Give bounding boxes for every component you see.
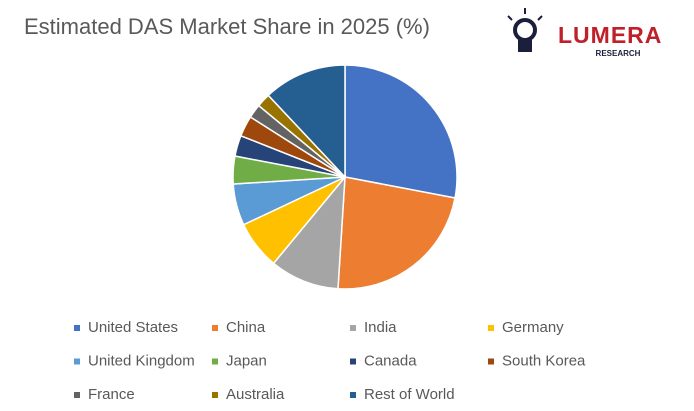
logo-icon bbox=[507, 15, 513, 21]
pie-slice bbox=[337, 176, 456, 290]
legend-label: South Korea bbox=[502, 352, 586, 369]
legend-swatch bbox=[212, 358, 218, 365]
legend-swatch bbox=[488, 358, 494, 365]
legend-label: United Kingdom bbox=[88, 352, 195, 369]
logo-icon bbox=[518, 40, 532, 52]
legend-swatch bbox=[74, 325, 80, 331]
legend-label: Germany bbox=[502, 319, 564, 336]
legend-swatch bbox=[350, 325, 356, 331]
legend-swatch bbox=[212, 392, 218, 398]
legend-swatch bbox=[488, 325, 494, 331]
legend-label: Japan bbox=[226, 352, 267, 369]
legend-label: India bbox=[364, 319, 397, 336]
legend-label: Rest of World bbox=[364, 386, 455, 403]
legend-label: United States bbox=[88, 319, 178, 336]
legend-label: France bbox=[88, 386, 135, 403]
legend-swatch bbox=[74, 358, 80, 365]
legend-swatch bbox=[350, 392, 356, 398]
legend-swatch bbox=[350, 358, 356, 365]
legend-swatch bbox=[212, 325, 218, 331]
pie-slice bbox=[344, 64, 458, 199]
logo: LUMERA RESEARCH bbox=[507, 8, 662, 58]
logo-tagline: RESEARCH bbox=[596, 49, 641, 58]
legend-label: Australia bbox=[226, 386, 285, 403]
logo-name: LUMERA bbox=[558, 22, 662, 48]
legend-label: China bbox=[226, 319, 266, 336]
legend-swatch bbox=[74, 392, 80, 398]
legend-label: Canada bbox=[364, 352, 417, 369]
logo-icon bbox=[537, 15, 543, 21]
pie-slice bbox=[267, 64, 346, 179]
chart-title: Estimated DAS Market Share in 2025 (%) bbox=[24, 14, 430, 39]
